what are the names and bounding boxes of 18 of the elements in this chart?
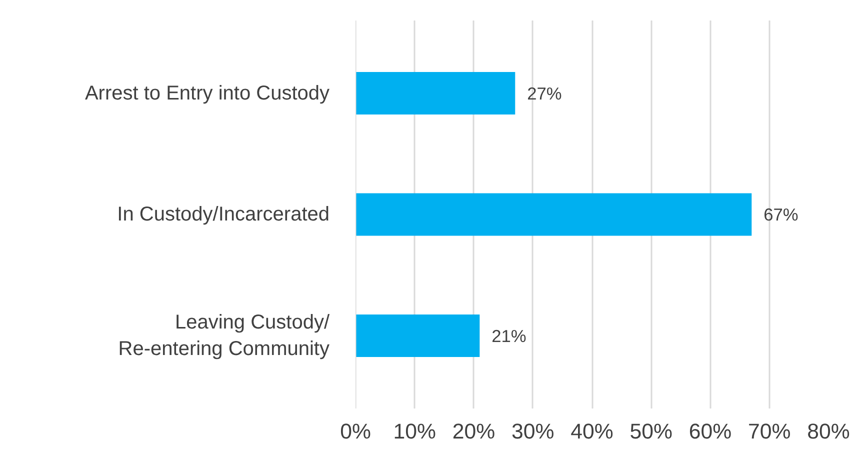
y-tick-label: In Custody/Incarcerated bbox=[117, 204, 330, 226]
data-label: 27% bbox=[527, 83, 562, 104]
bar bbox=[356, 314, 480, 357]
y-tick-label: Leaving Custody/Re-entering Community bbox=[118, 312, 330, 360]
x-tick-label: 30% bbox=[512, 420, 554, 444]
bar bbox=[356, 193, 752, 236]
data-label: 21% bbox=[492, 326, 526, 346]
x-tick-label: 20% bbox=[452, 420, 496, 444]
y-tick-label: Arrest to Entry into Custody bbox=[84, 82, 330, 104]
x-tick-label: 0% bbox=[340, 420, 371, 444]
x-tick-label: 60% bbox=[688, 420, 732, 444]
x-tick-label: 50% bbox=[630, 420, 673, 444]
bar bbox=[356, 72, 516, 114]
x-tick-label: 40% bbox=[570, 420, 614, 444]
data-label: 67% bbox=[764, 204, 798, 224]
x-tick-label: 80% bbox=[807, 420, 850, 444]
x-tick-label: 10% bbox=[393, 420, 436, 444]
x-tick-label: 70% bbox=[748, 420, 791, 444]
